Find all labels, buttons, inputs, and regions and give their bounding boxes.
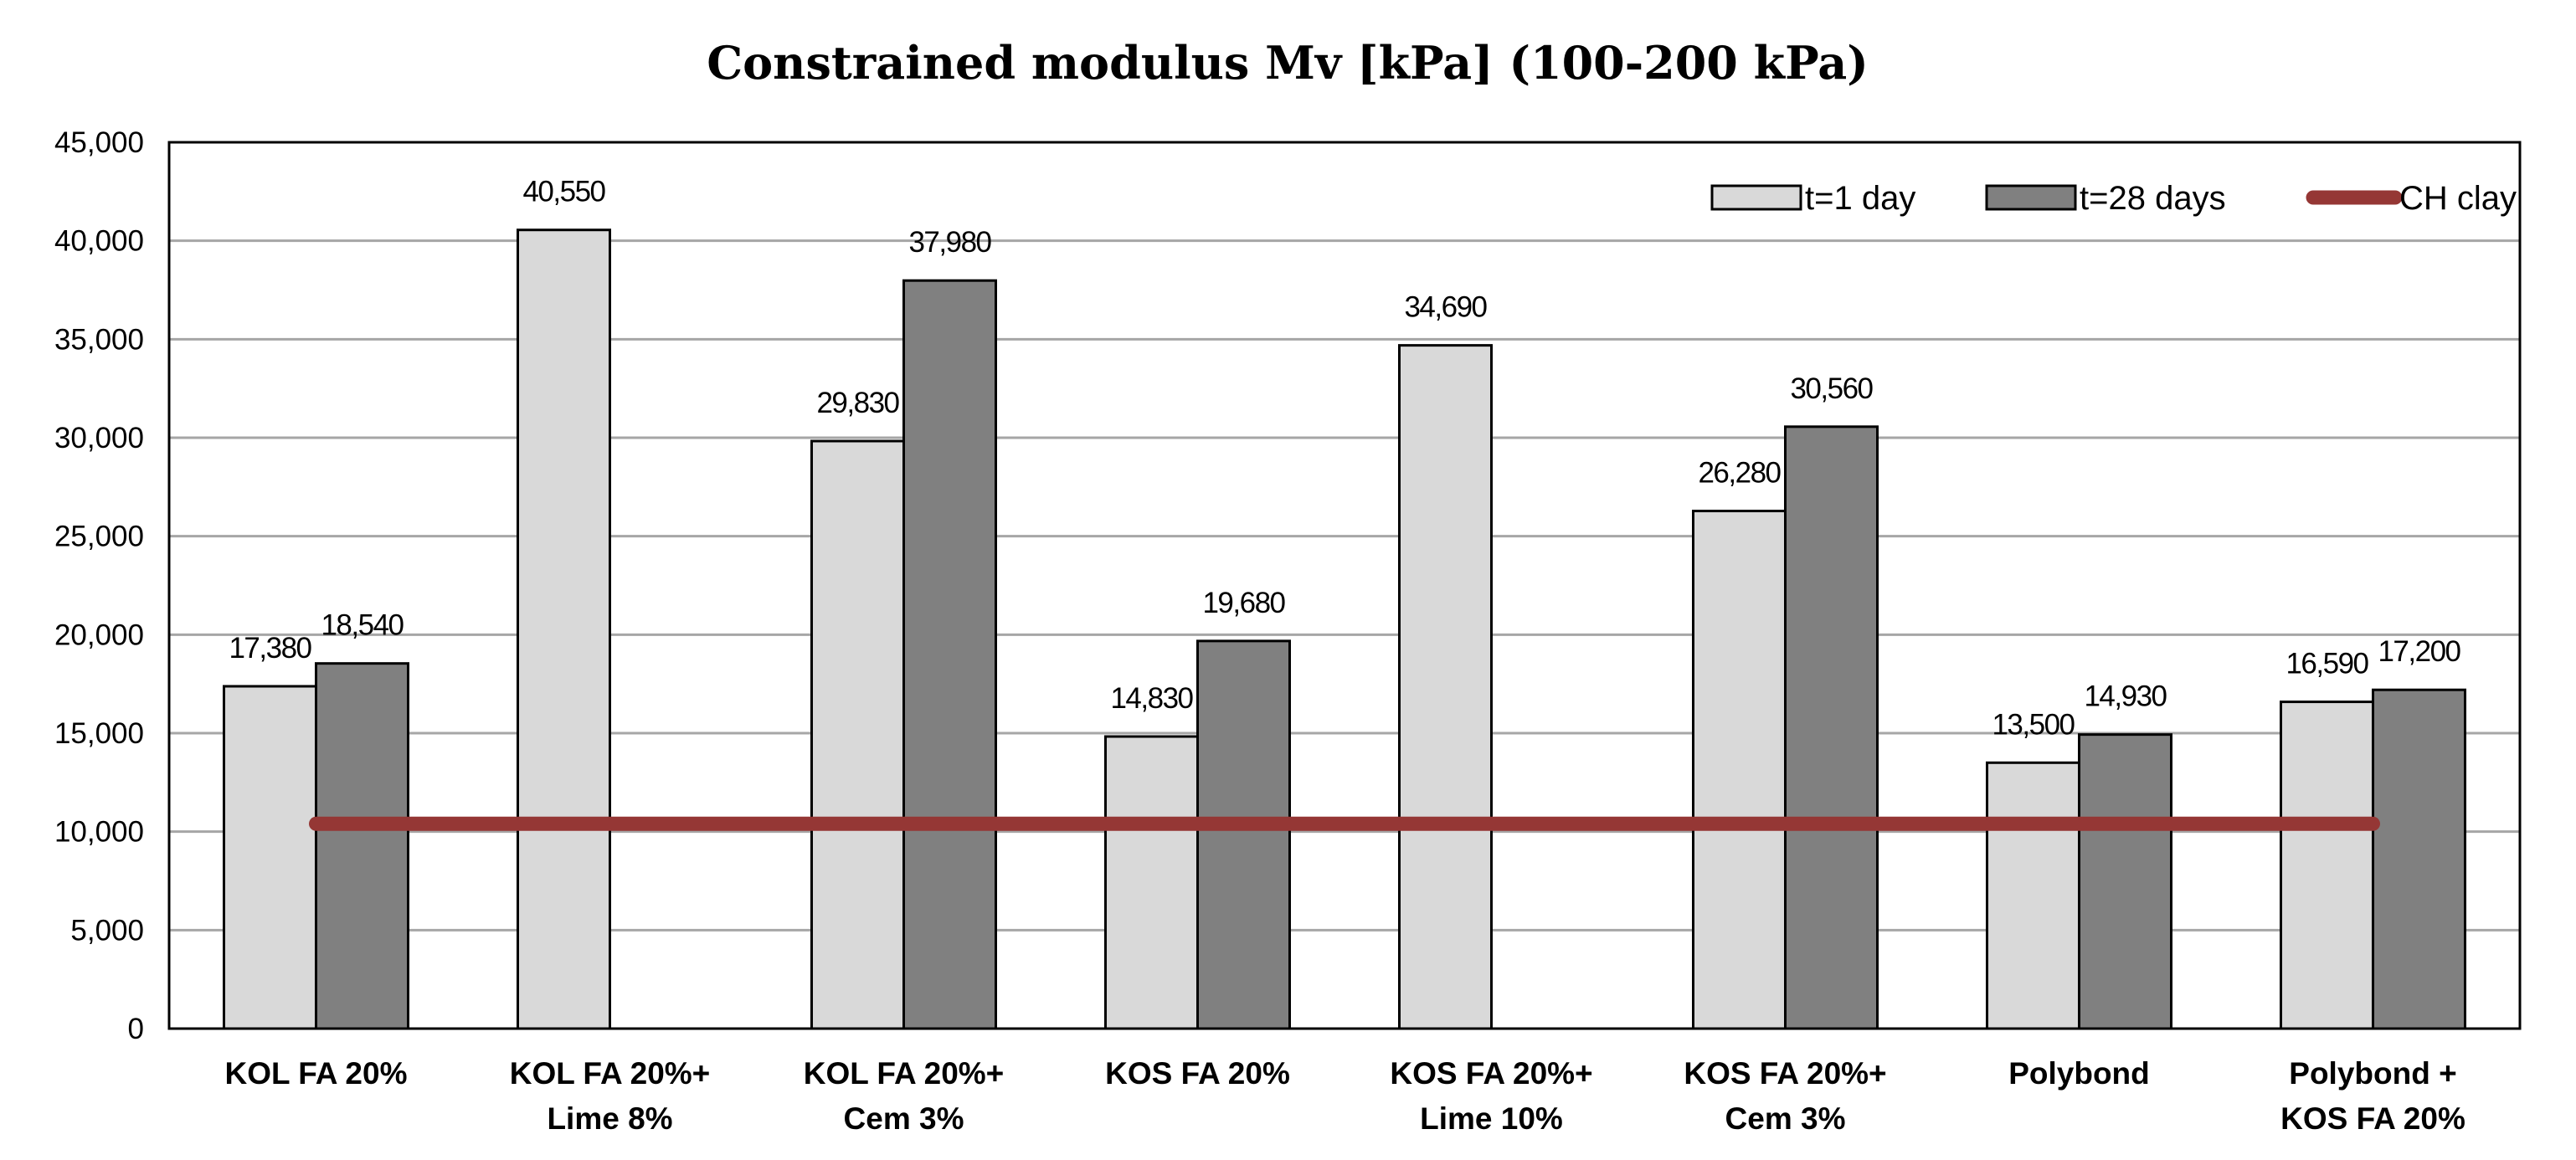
x-category-label: Lime 8% [547, 1101, 672, 1136]
x-category-label: KOS FA 20% [1105, 1056, 1290, 1091]
bar-t1-day [810, 439, 905, 1030]
x-category-label: Cem 3% [844, 1101, 964, 1136]
y-axis-tick-labels: 0 5,000 10,000 15,000 20,000 25,000 30,000 35,0… [54, 126, 144, 1045]
data-label-t28-days: 18,540 [321, 609, 404, 642]
plot-area-frame [167, 141, 2522, 1030]
y-tick-label: 10,000 [54, 816, 144, 849]
legend: t=1 day t=28 days CH clay [1710, 180, 2517, 217]
bar-t1-day [1104, 735, 1199, 1030]
x-category-label: Polybond + [2289, 1056, 2456, 1091]
bar-t28-days [1784, 425, 1879, 1030]
x-category-label: Lime 10% [1420, 1101, 1563, 1136]
legend-label: t=1 day [1805, 180, 1915, 217]
x-category-label: Polybond [2008, 1056, 2150, 1091]
x-category-label: KOS FA 20%+ [1390, 1056, 1592, 1091]
data-label-t1-day: 40,550 [522, 176, 605, 208]
x-axis-category-labels: KOL FA 20% KOL FA 20%+ Lime 8% KOL FA 20%+ C… [225, 1056, 2465, 1136]
data-label-t1-day: 16,590 [2285, 648, 2368, 680]
bar-t28-days [902, 279, 997, 1030]
legend-swatch [1985, 184, 2077, 211]
data-label-t1-day: 14,830 [1110, 682, 1193, 715]
data-label-t28-days: 37,980 [908, 226, 991, 259]
y-tick-label: 30,000 [54, 422, 144, 454]
data-label-t1-day: 13,500 [1992, 708, 2075, 741]
data-label-t28-days: 30,560 [1790, 372, 1873, 405]
bar-t1-day [2280, 701, 2374, 1030]
data-labels: 17,380 18,540 40,550 29,830 37,980 14,830 19,6… [229, 176, 2462, 742]
x-category-label: KOS FA 20%+ [1684, 1056, 1886, 1091]
legend-swatch [1710, 184, 1802, 211]
y-tick-label: 40,000 [54, 225, 144, 258]
data-label-t1-day: 17,380 [229, 632, 311, 665]
y-tick-label: 0 [128, 1013, 144, 1045]
chart-title: Constrained modulus Mv [kPa] (100-200 kP… [707, 36, 1869, 90]
data-label-t28-days: 17,200 [2378, 635, 2460, 668]
bar-t1-day [1398, 344, 1493, 1030]
data-label-t1-day: 26,280 [1698, 457, 1781, 490]
x-category-label: KOL FA 20%+ [804, 1056, 1005, 1091]
x-category-label: KOL FA 20%+ [510, 1056, 711, 1091]
bar-t28-days [2372, 688, 2466, 1030]
y-tick-label: 15,000 [54, 717, 144, 750]
y-tick-label: 20,000 [54, 618, 144, 651]
data-label-t1-day: 34,690 [1404, 291, 1487, 324]
y-tick-label: 45,000 [54, 126, 144, 159]
bar-t1-day [223, 685, 317, 1030]
bars [223, 228, 2466, 1030]
bar-t1-day [517, 228, 611, 1030]
legend-item-t28-days: t=28 days [1985, 180, 2226, 217]
x-category-label: Cem 3% [1725, 1101, 1846, 1136]
bar-t28-days [2078, 733, 2172, 1030]
data-label-t28-days: 19,680 [1202, 587, 1285, 619]
legend-item-t1-day: t=1 day [1710, 180, 1915, 217]
y-tick-label: 35,000 [54, 323, 144, 356]
x-category-label: KOL FA 20% [225, 1056, 408, 1091]
data-label-t28-days: 14,930 [2084, 680, 2167, 713]
bar-t28-days [1196, 639, 1291, 1030]
bar-t1-day [1986, 761, 2080, 1030]
bar-t1-day [1692, 510, 1787, 1030]
legend-item-ch-clay: CH clay [2306, 180, 2517, 217]
data-label-t1-day: 29,830 [816, 387, 899, 419]
y-tick-label: 25,000 [54, 521, 144, 553]
legend-label: t=28 days [2080, 180, 2226, 217]
y-tick-label: 5,000 [70, 914, 144, 947]
x-category-label: KOS FA 20% [2280, 1101, 2465, 1136]
legend-label: CH clay [2399, 180, 2517, 217]
bar-t28-days [315, 662, 409, 1030]
